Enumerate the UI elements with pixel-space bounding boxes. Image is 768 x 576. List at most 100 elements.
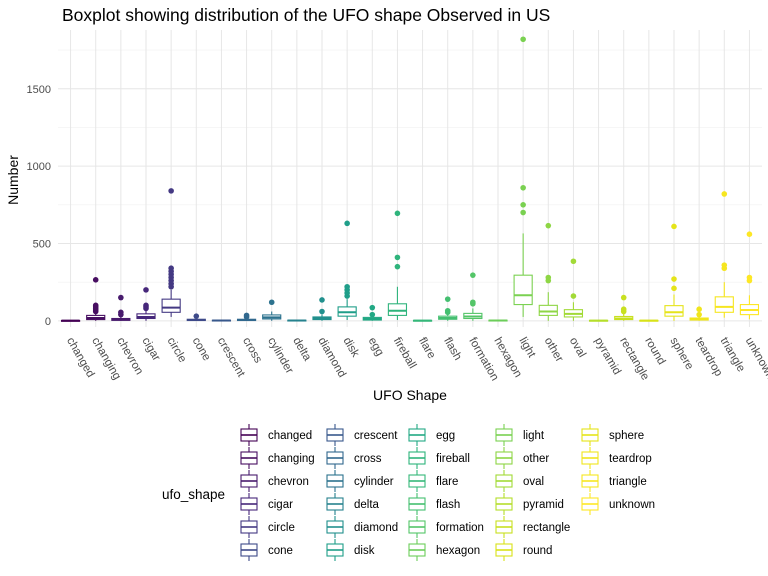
legend-item-unknown: unknown [581,493,655,515]
y-tick-label: 1500 [27,84,51,96]
box-egg [362,304,382,321]
x-tick-label: light [517,336,538,361]
legend-item-triangle: triangle [581,470,647,492]
legend-item-cone: cone [240,539,293,561]
grid [58,30,762,327]
legend-label: cross [354,453,382,465]
outlier-point [746,231,753,237]
legend-item-formation: formation [408,516,484,538]
legend-title: ufo_shape [162,487,225,502]
legend-item-cigar: cigar [240,493,293,515]
legend-label: chevron [268,476,309,488]
legend-label: hexagon [436,545,480,557]
legend-label: flash [436,499,460,511]
x-tick-label: sphere [667,336,695,372]
y-tick-label: 1000 [27,161,51,173]
outlier-point [118,294,124,301]
box-fireball [387,210,408,321]
box-iqr [161,298,181,313]
outlier-point [394,263,401,270]
legend-item-disk: disk [326,539,375,561]
outlier-point [268,299,275,306]
legend-label: cone [268,545,293,557]
outlier-point [746,274,753,281]
outlier-point [143,287,149,293]
legend-label: disk [354,545,375,557]
legend-label: oval [523,476,544,488]
x-tick-label: circle [165,336,189,365]
legend-item-changed: changed [240,424,312,446]
outlier-point [92,277,99,283]
x-tick-label: cross [240,336,264,366]
legend-item-hexagon: hexagon [408,539,480,561]
legend-label: circle [268,522,295,534]
legend-label: pyramid [523,499,564,511]
legend-label: cigar [268,499,293,511]
legend: changed changing chevron cigar circle cone cre… [240,424,655,561]
outlier-point [344,220,350,227]
legend-item-oval: oval [495,470,544,492]
legend-label: formation [436,522,484,534]
x-tick-label: cigar [139,336,162,364]
outlier-point [671,276,677,282]
x-tick-label: cone [190,336,213,364]
legend-item-crescent: crescent [326,424,398,446]
x-tick-label: disk [341,336,362,360]
box-sphere [664,223,684,321]
legend-item-rectangle: rectangle [495,516,570,538]
box-disk [337,220,357,321]
x-tick-label: oval [567,336,588,360]
outlier-point [620,294,627,301]
outlier-point [369,311,376,318]
legend-label: changing [268,453,315,465]
box-round [639,319,659,322]
outlier-point [620,306,627,313]
x-tick-label: other [542,336,566,365]
outlier-point [118,309,124,316]
outlier-point [570,293,577,299]
legend-label: light [523,430,545,442]
legend-label: changed [268,430,312,442]
x-tick-label: fireball [391,336,418,371]
box-flare [412,319,433,322]
outlier-point [721,262,728,268]
outlier-point [344,283,350,290]
x-tick-label: unknown [743,336,768,382]
box-unknown [739,231,760,320]
legend-item-flare: flare [408,470,458,492]
outlier-point [92,302,99,309]
legend-item-flash: flash [408,493,460,515]
outlier-point [168,265,174,272]
legend-label: fireball [436,453,470,465]
outlier-point [193,313,200,319]
outlier-point [243,312,250,319]
box-pyramid [588,319,609,322]
legend-item-cross: cross [326,447,382,469]
box-formation [463,272,483,321]
x-tick-label: delta [290,336,313,364]
legend-item-teardrop: teardrop [581,447,652,469]
legend-label: other [523,453,549,465]
outlier-point [721,191,728,197]
box-triangle [714,191,734,318]
box-cigar [136,287,156,321]
outlier-point [671,285,677,292]
legend-item-chevron: chevron [240,470,309,492]
x-tick-label: flare [416,336,438,361]
legend-item-fireball: fireball [408,447,470,469]
box-changing [86,277,106,321]
box-teardrop [689,306,709,321]
legend-item-delta: delta [326,493,380,515]
legend-label: crescent [354,430,398,442]
outlier-point [444,307,451,314]
box-hexagon [488,319,508,322]
outlier-point [470,272,476,278]
outlier-point [143,302,149,309]
x-tick-label: egg [366,336,386,359]
outlier-point [168,188,174,194]
legend-item-diamond: diamond [326,516,398,538]
outlier-point [696,311,702,318]
box-oval [563,258,584,321]
outlier-point [545,222,552,229]
